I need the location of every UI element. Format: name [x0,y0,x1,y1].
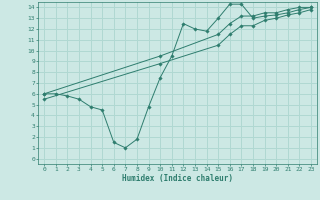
X-axis label: Humidex (Indice chaleur): Humidex (Indice chaleur) [122,174,233,183]
